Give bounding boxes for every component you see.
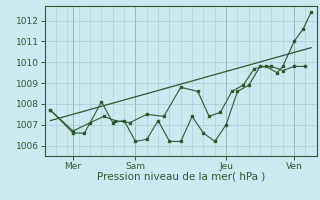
X-axis label: Pression niveau de la mer( hPa ): Pression niveau de la mer( hPa ) [97, 172, 265, 182]
